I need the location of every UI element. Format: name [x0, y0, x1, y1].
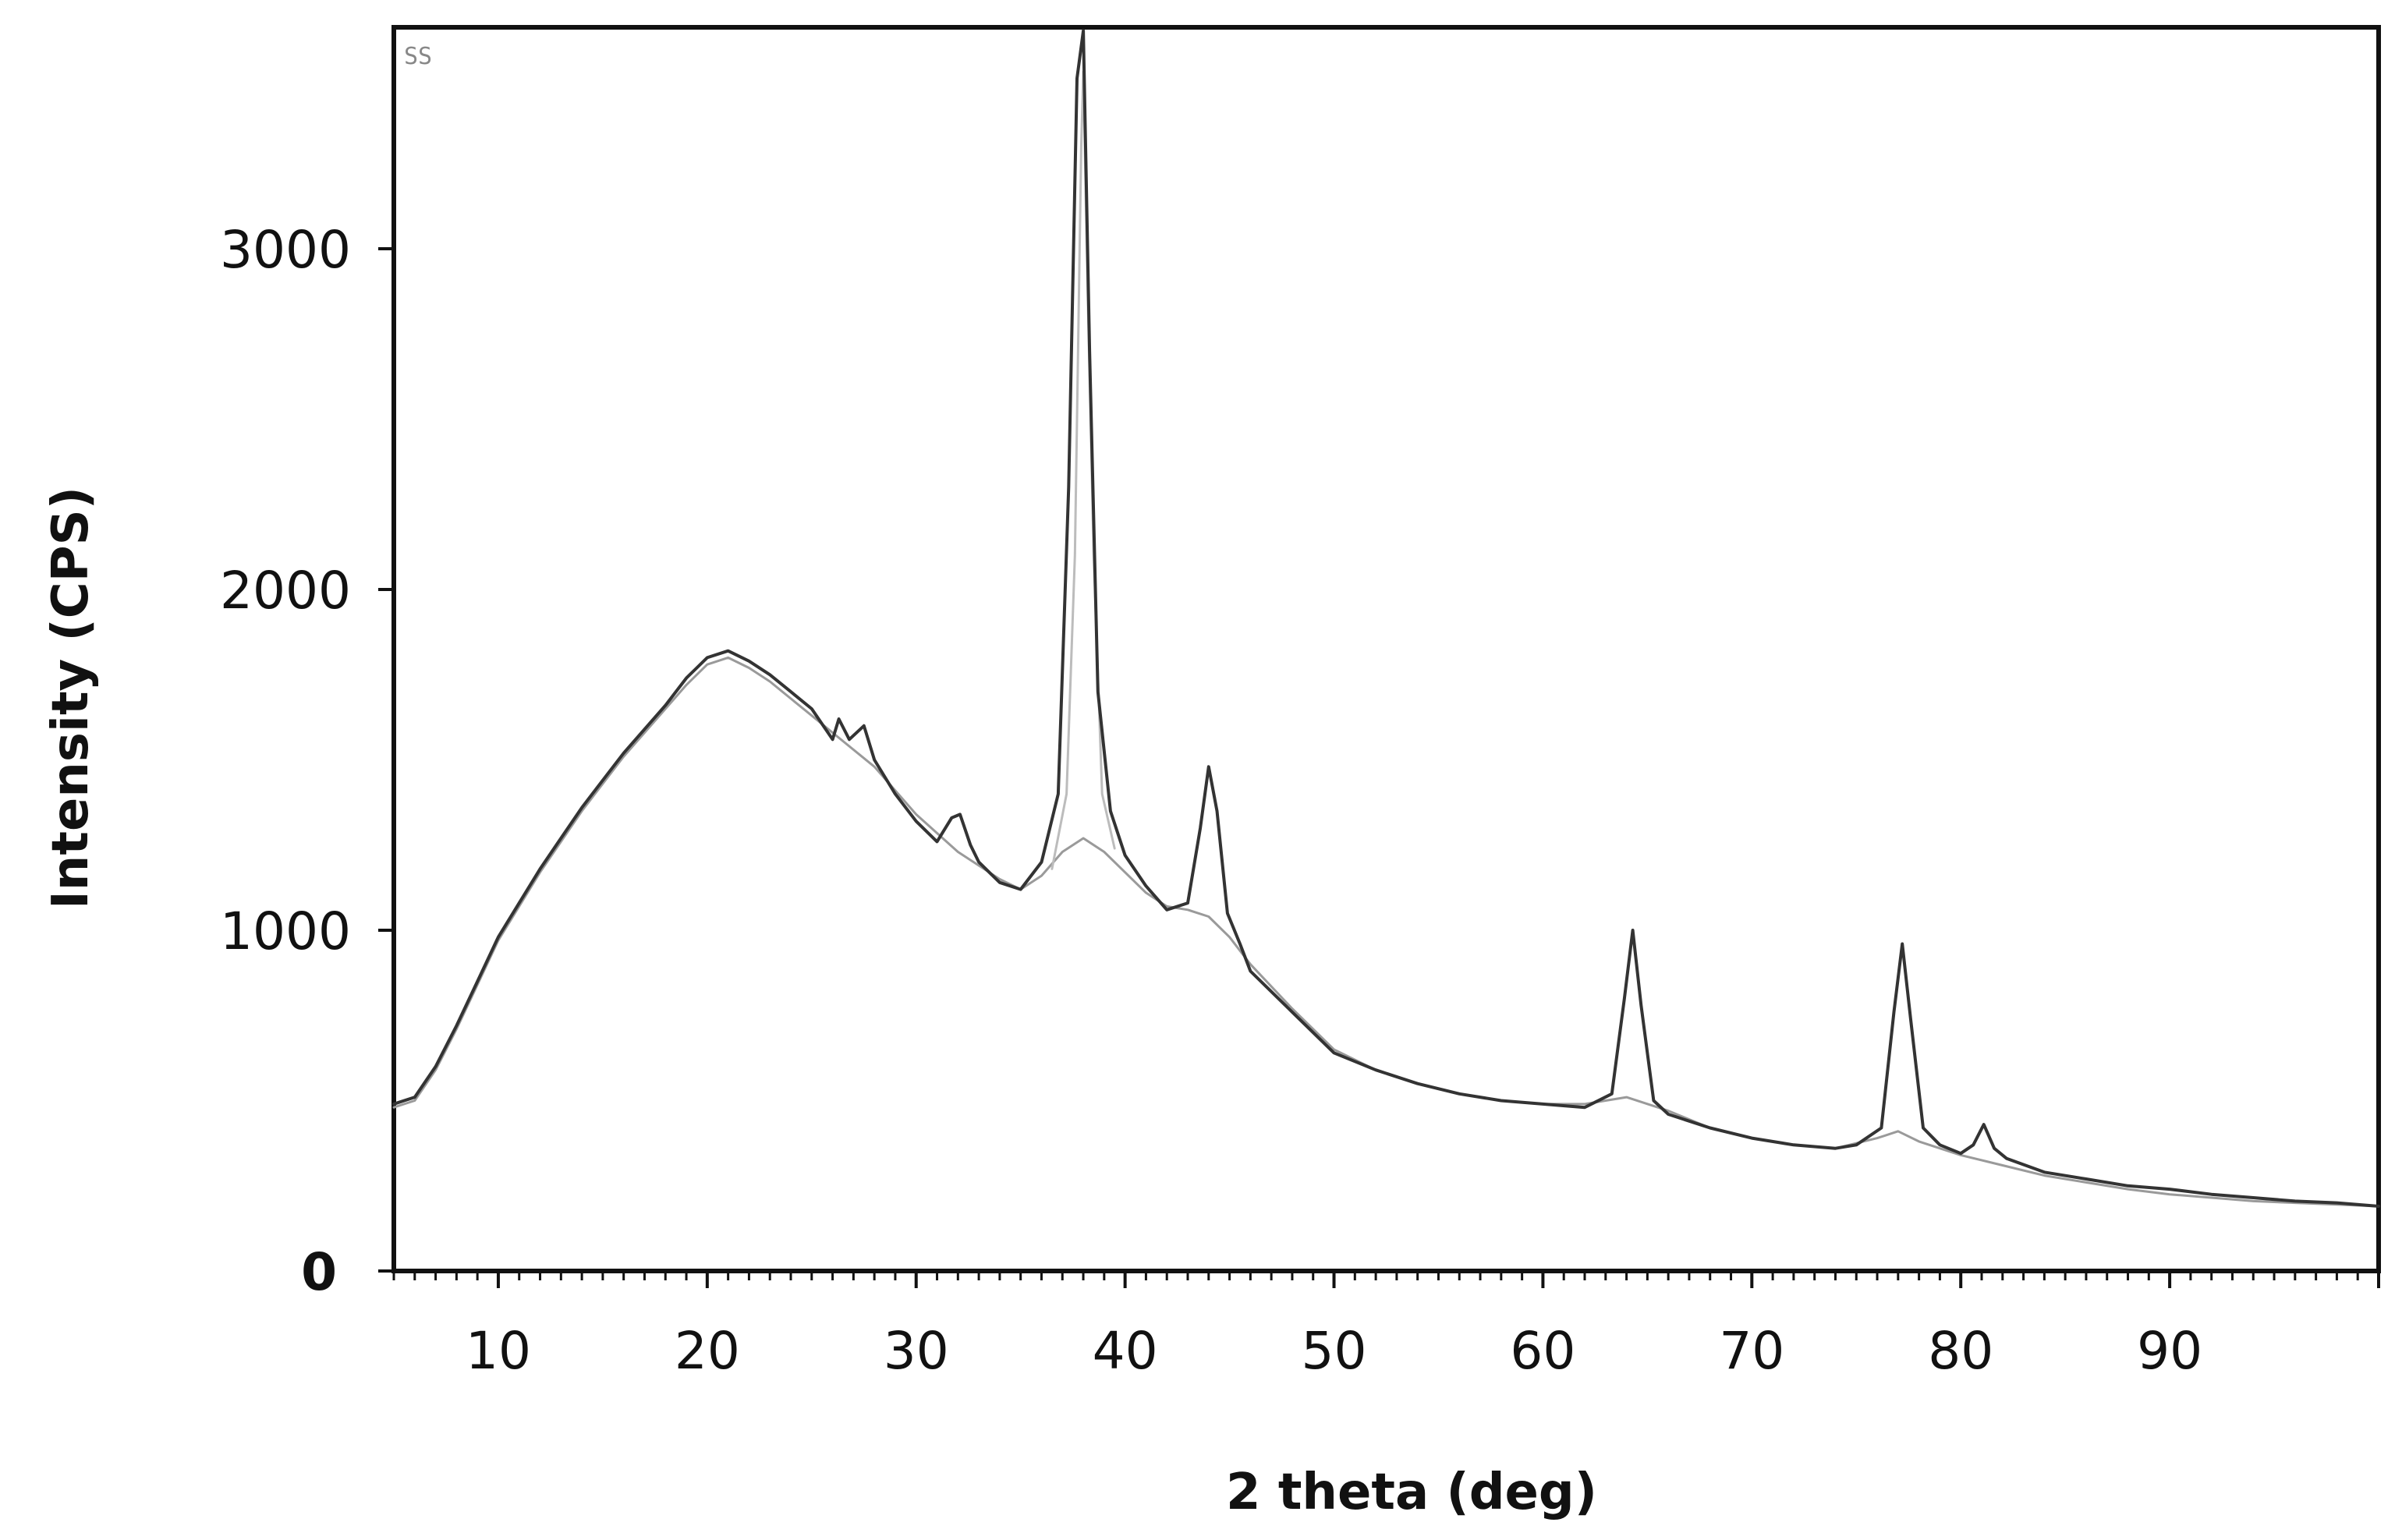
y-tick-label: 1000: [220, 901, 351, 961]
y-axis: 0 1000 2000 3000: [220, 220, 394, 1302]
y-axis-title: Intensity (CPS): [42, 487, 100, 909]
x-tick-label: 30: [884, 1321, 949, 1381]
x-axis-title: 2 theta (deg): [1226, 1464, 1597, 1521]
x-tick-label: 80: [1928, 1321, 1993, 1381]
x-tick-label: 90: [2137, 1321, 2202, 1381]
y-tick-label: 2000: [220, 561, 351, 621]
x-tick-label: 40: [1093, 1321, 1158, 1381]
series-line-observed: [392, 29, 2380, 1208]
x-axis: 10 20 30 40 50 60 70 80 90: [392, 1271, 2380, 1381]
x-tick-label: 60: [1510, 1321, 1575, 1381]
series-layer: [392, 29, 2380, 1208]
y-tick-label: 0: [301, 1242, 337, 1302]
sample-label: SS: [404, 43, 432, 70]
x-tick-label: 50: [1302, 1321, 1367, 1381]
plot-area: [391, 25, 2381, 1273]
x-tick-label: 10: [466, 1321, 531, 1381]
plot-frame: [391, 25, 2381, 1273]
x-tick-label: 70: [1719, 1321, 1784, 1381]
x-tick-label: 20: [675, 1321, 740, 1381]
y-tick-label: 3000: [220, 220, 351, 280]
